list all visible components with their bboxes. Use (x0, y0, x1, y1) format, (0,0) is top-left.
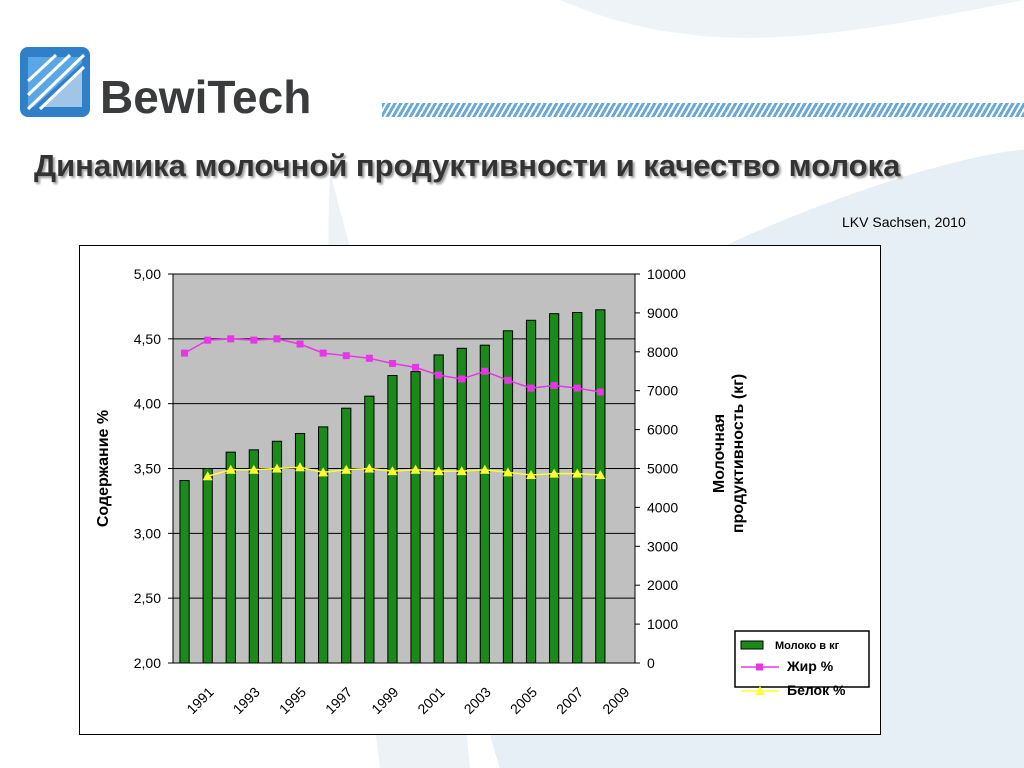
protein-point (549, 468, 560, 478)
legend-box (734, 630, 870, 688)
milk-bar (271, 440, 283, 664)
milk-bar (225, 451, 236, 664)
protein-point (572, 468, 583, 478)
fat-point (573, 384, 581, 392)
milk-bar (179, 480, 190, 664)
fat-point (296, 340, 304, 348)
fat-point (342, 352, 350, 360)
legend-label-protein: Белок % (787, 682, 846, 698)
protein-point (225, 464, 236, 474)
fat-point (273, 335, 281, 343)
milk-bar (525, 319, 537, 664)
milk-bar (248, 449, 259, 664)
protein-point (595, 469, 606, 479)
brand-name: BewiTech (100, 74, 311, 120)
protein-point (526, 469, 537, 479)
y-right-axis-title-line2: продуктивность (кг) (730, 374, 747, 533)
milk-bar (433, 354, 444, 664)
milk-bar (549, 313, 560, 664)
fat-point (204, 336, 212, 344)
y-right-tick-label: 7000 (647, 383, 678, 399)
milk-bar (595, 309, 606, 664)
protein-point (456, 466, 467, 476)
milk-bar (456, 347, 467, 664)
milk-bar (202, 468, 213, 664)
protein-point (248, 464, 259, 474)
milk-bar (387, 375, 398, 664)
protein-point (271, 463, 282, 473)
fat-point (458, 375, 466, 383)
milk-bar (364, 395, 375, 664)
y-left-tick-label: 2,00 (134, 655, 161, 671)
fat-point (435, 371, 443, 379)
protein-point (479, 464, 490, 474)
y-left-tick-label: 3,50 (134, 461, 161, 477)
milk-bar (318, 426, 329, 664)
y-right-tick-label: 9000 (647, 305, 678, 321)
brand-name-part2: Tech (207, 71, 312, 123)
y-right-tick-label: 8000 (647, 344, 678, 360)
fat-point (388, 359, 396, 367)
fat-point (181, 349, 189, 357)
milk-bar (502, 330, 514, 664)
milk-bar (410, 371, 421, 664)
legend-swatch-milk (740, 640, 764, 650)
fat-point (250, 336, 258, 344)
legend-label-milk: Молоко в кг (775, 640, 840, 652)
y-right-tick-label: 5000 (647, 461, 678, 477)
y-left-axis-title: Содержание % (95, 410, 112, 527)
fat-point (550, 382, 558, 390)
fat-point (319, 349, 327, 357)
fat-point (227, 335, 235, 343)
y-left-tick-label: 4,50 (134, 331, 161, 347)
y-left-tick-label: 2,50 (134, 590, 161, 606)
fat-point (504, 376, 512, 384)
protein-series-line (207, 466, 601, 478)
protein-point (202, 471, 213, 481)
protein-point (410, 464, 421, 474)
milk-bar (294, 432, 306, 664)
legend-marker-fat (756, 663, 763, 671)
protein-point (387, 466, 398, 476)
milk-bar (341, 407, 352, 664)
protein-point (433, 466, 444, 476)
y-right-tick-label: 4000 (647, 499, 678, 515)
y-right-tick-label: 2000 (647, 577, 678, 593)
y-right-tick-label: 3000 (647, 538, 678, 554)
y-left-tick-label: 3,00 (134, 525, 161, 541)
fat-point (412, 363, 420, 371)
protein-point (364, 463, 375, 473)
y-left-tick-label: 5,00 (134, 266, 161, 282)
legend-label-fat: Жир % (786, 658, 834, 674)
milk-bar (479, 344, 490, 664)
fat-point (527, 384, 535, 392)
bewitech-logo-icon (20, 47, 90, 117)
protein-point (502, 467, 513, 477)
fat-point (481, 367, 489, 375)
y-right-tick-label: 1000 (647, 616, 678, 632)
y-right-axis-title-line1: Молочная (711, 414, 728, 493)
protein-point (341, 464, 352, 474)
milk-bar (572, 312, 583, 664)
fat-point (365, 354, 373, 362)
source-note: LKV Sachsen, 2010 (842, 214, 966, 230)
y-right-tick-label: 6000 (647, 422, 678, 438)
header-stripe (382, 103, 1024, 117)
slide-title: Динамика молочной продуктивности и качес… (34, 148, 901, 183)
brand-name-part1: Bewi (100, 71, 208, 123)
y-left-tick-label: 4,00 (134, 396, 161, 412)
y-right-tick-label: 10000 (647, 266, 686, 282)
protein-point (318, 467, 329, 477)
y-right-tick-label: 0 (647, 655, 655, 671)
chart-container: 2,00 2,50 3,00 3,50 4,00 4,50 5,00 0 1000 2000 300… (79, 245, 881, 735)
protein-point (295, 462, 306, 472)
fat-point (596, 388, 604, 396)
legend-marker-protein (755, 686, 765, 695)
chart: 2,00 2,50 3,00 3,50 4,00 4,50 5,00 0 1000 2000 300… (79, 245, 881, 735)
